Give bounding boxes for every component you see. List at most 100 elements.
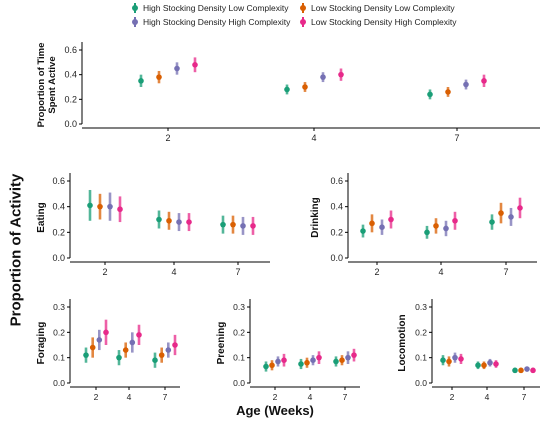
panel-4-x-tick-label: 2: [94, 392, 99, 402]
panel-4-point-hsd-lc-2: [83, 352, 89, 358]
legend-label-hsd-lc: High Stocking Density Low Complexity: [143, 3, 289, 13]
panel-5-point-lsd-hc-4: [316, 354, 322, 361]
panel-5-y-axis-label: Preening: [216, 322, 227, 365]
panel-3-point-lsd-lc-4: [433, 223, 439, 229]
panel-6-y-tick-label: 0.2: [415, 327, 427, 337]
panel-5-point-lsd-hc-7: [351, 352, 357, 358]
panel-3-point-hsd-lc-7: [489, 219, 495, 225]
panel-6-x-tick-label: 4: [485, 392, 490, 402]
panel-5-point-hsd-lc-7: [333, 358, 339, 365]
panel-4-point-lsd-lc-2: [89, 344, 96, 351]
panel-1-point-lsd-lc-2: [156, 74, 162, 80]
panel-6-y-tick-label: 0.3: [415, 302, 427, 312]
panel-2-y-tick-label: 0.2: [52, 227, 65, 237]
panel-5-y-tick-label: 0.3: [233, 302, 245, 312]
panel-5-x-tick-label: 4: [308, 392, 313, 402]
panel-2-x-tick-label: 2: [102, 267, 107, 277]
panel-4-y-tick-label: 0.0: [53, 378, 65, 388]
panel-2-point-lsd-hc-2: [117, 206, 123, 213]
panel-4-x-tick-label: 4: [127, 392, 132, 402]
panel-3-point-hsd-lc-4: [424, 229, 430, 236]
panel-2-y-axis-label: Eating: [36, 202, 47, 233]
panel-4-point-lsd-lc-4: [122, 347, 129, 353]
panel-3-x-tick-label: 4: [438, 267, 443, 277]
panel-4-point-lsd-hc-2: [103, 329, 109, 336]
panel-6-y-tick-label: 0.0: [415, 378, 427, 388]
panel-5-point-hsd-lc-4: [298, 361, 304, 367]
legend-label-lsd-lc: Low Stocking Density Low Complexity: [311, 3, 455, 13]
panel-4-y-tick-label: 0.3: [53, 302, 65, 312]
panel-4-x-tick-label: 7: [163, 392, 168, 402]
panel-4-point-hsd-hc-7: [165, 347, 172, 353]
legend-label-lsd-hc: Low Stocking Density High Complexity: [311, 17, 457, 27]
panel-1-point-lsd-hc-4: [338, 71, 344, 78]
panel-5-y-tick-label: 0.1: [233, 353, 245, 363]
panel-2-point-hsd-hc-2: [107, 203, 113, 210]
panel-3-point-hsd-lc-2: [360, 228, 366, 234]
panel-4-y-tick-label: 0.2: [53, 327, 65, 337]
panel-6-point-lsd-hc-7: [530, 367, 536, 374]
panel-1-point-hsd-lc-7: [427, 91, 433, 98]
panel-6-point-lsd-hc-4: [493, 361, 499, 367]
panel-2-x-tick-label: 7: [235, 267, 240, 277]
panel-5-x-tick-label: 2: [273, 392, 278, 402]
panel-1-point-hsd-hc-4: [320, 74, 326, 80]
panel-2-point-hsd-lc-2: [87, 202, 93, 209]
panel-6-point-hsd-lc-2: [440, 357, 446, 364]
legend-item-lsd-lc: Low Stocking Density Low Complexity: [300, 3, 455, 13]
panel-1-point-lsd-hc-7: [481, 78, 487, 84]
panel-5-point-hsd-hc-7: [345, 354, 351, 361]
panel-4-point-hsd-hc-4: [129, 339, 136, 346]
legend-marker-lsd-hc: [300, 17, 306, 27]
panel-1-point-lsd-lc-4: [302, 84, 308, 90]
panel-5-point-lsd-lc-4: [304, 359, 310, 366]
panel-2-point-lsd-hc-4: [186, 219, 192, 225]
panel-2-y-tick-label: 0.6: [52, 176, 65, 186]
panel-2-point-hsd-hc-7: [240, 223, 246, 229]
panel-4-point-hsd-hc-2: [96, 337, 103, 343]
panel-6-y-axis-label: Locomotion: [397, 314, 408, 371]
panel-2-point-hsd-lc-4: [156, 216, 162, 223]
panel-1-y-tick-label: 0.0: [64, 119, 77, 129]
panel-1-x-tick-label: 7: [454, 133, 459, 143]
panel-1-y-axis-label-line1: Proportion of Time: [36, 43, 47, 128]
panel-2-point-lsd-lc-4: [166, 217, 172, 224]
panel-1-x-tick-label: 4: [311, 133, 316, 143]
panel-2-point-lsd-lc-7: [230, 221, 236, 228]
panel-5-y-tick-label: 0.0: [233, 378, 245, 388]
panel-5-point-hsd-hc-4: [310, 357, 316, 364]
panel-6-x-tick-label: 7: [522, 392, 527, 402]
panel-3-point-hsd-hc-4: [443, 225, 449, 232]
panel-6-point-hsd-lc-4: [475, 362, 481, 369]
panel-2-point-lsd-hc-7: [250, 223, 256, 229]
panel-5-point-lsd-hc-2: [281, 357, 287, 364]
panel-2-point-hsd-lc-7: [220, 221, 226, 228]
panel-3-x-tick-label: 7: [503, 267, 508, 277]
panel-6-x-tick-label: 2: [450, 392, 455, 402]
panel-1-point-lsd-lc-7: [445, 89, 451, 95]
panel-2-y-tick-label: 0.4: [52, 202, 65, 212]
panel-4-point-hsd-lc-4: [116, 354, 122, 361]
panel-6-point-lsd-lc-7: [518, 367, 524, 374]
panel-5-x-tick-label: 7: [343, 392, 348, 402]
legend: High Stocking Density Low Complexity Low…: [0, 0, 550, 36]
legend-marker-hsd-hc: [132, 17, 138, 27]
legend-item-hsd-lc: High Stocking Density Low Complexity: [132, 3, 289, 13]
panel-3-point-lsd-hc-4: [452, 217, 458, 224]
panel-5-point-hsd-hc-2: [275, 358, 281, 365]
panel-6-y-tick-label: 0.1: [415, 353, 427, 363]
panel-3-y-tick-label: 0.6: [330, 176, 343, 186]
panel-5-point-lsd-lc-7: [339, 357, 345, 364]
figure-x-axis-label: Age (Weeks): [236, 403, 314, 418]
panel-1-y-axis-label-line2: Spent Active: [47, 56, 58, 113]
panel-4-point-lsd-hc-4: [136, 332, 142, 338]
panel-1-y-tick-label: 0.6: [64, 45, 77, 55]
panel-4-point-lsd-hc-7: [172, 342, 178, 348]
panel-5-point-lsd-lc-2: [269, 362, 275, 369]
panel-3-y-tick-label: 0.2: [330, 227, 343, 237]
panel-1-y-tick-label: 0.2: [64, 94, 77, 104]
panel-6-point-hsd-hc-4: [487, 359, 493, 366]
panel-6-point-hsd-lc-7: [512, 367, 518, 374]
panel-2-point-hsd-hc-4: [176, 219, 182, 225]
panel-3-point-lsd-lc-2: [369, 220, 375, 227]
